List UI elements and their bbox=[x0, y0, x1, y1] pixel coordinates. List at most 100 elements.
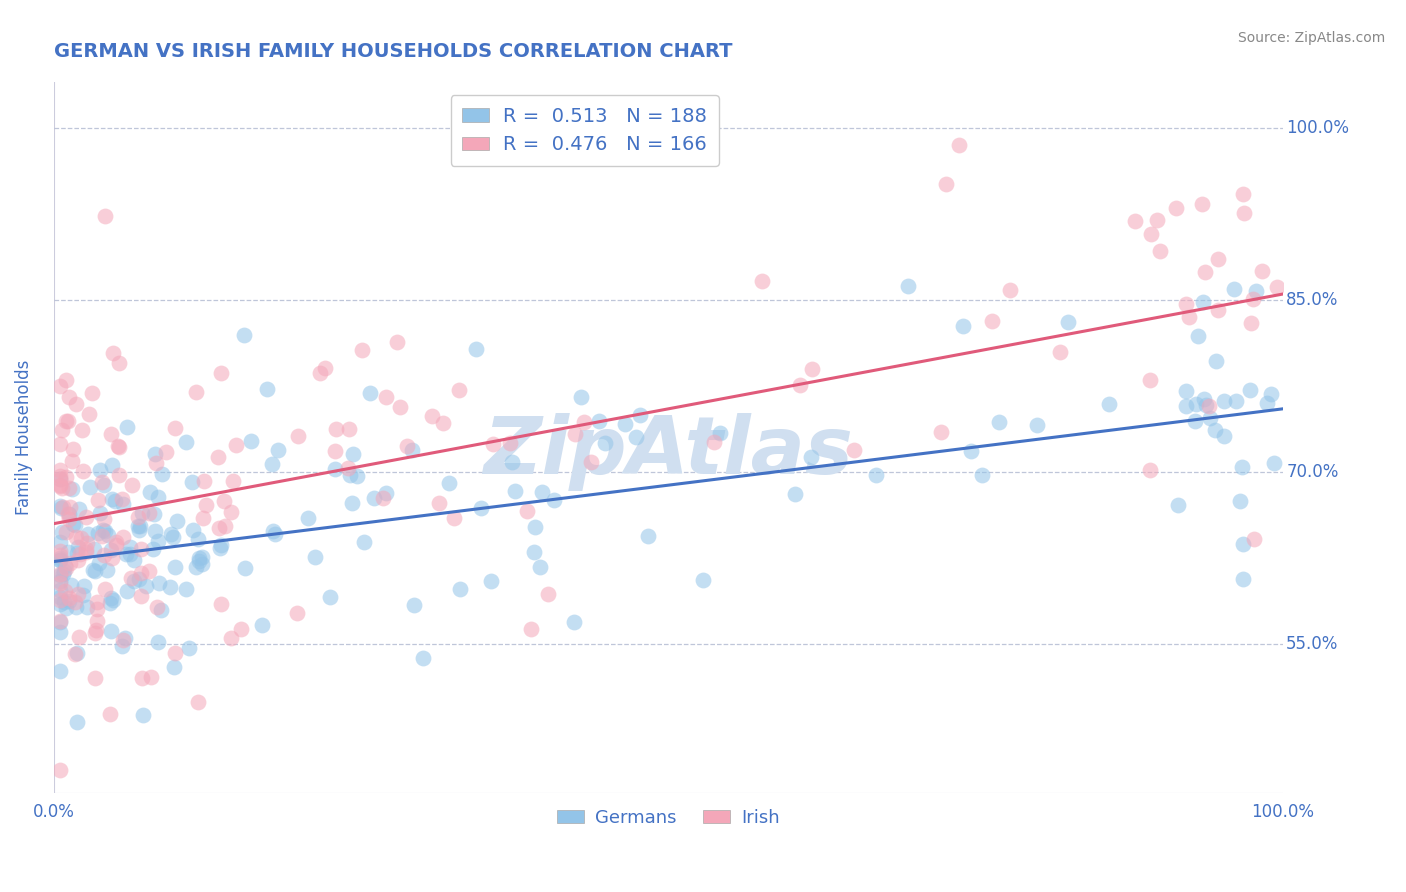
Point bbox=[1222, 282, 1244, 296]
Point bbox=[87, 525, 110, 540]
Point bbox=[1174, 399, 1197, 413]
Point bbox=[304, 549, 326, 564]
Point bbox=[564, 427, 586, 442]
Point bbox=[439, 475, 461, 490]
Point bbox=[1175, 296, 1198, 310]
Point bbox=[1204, 423, 1226, 437]
Point bbox=[260, 457, 283, 471]
Point bbox=[128, 523, 150, 537]
Point bbox=[1177, 310, 1199, 324]
Point bbox=[191, 550, 214, 565]
Point bbox=[83, 541, 105, 556]
Point bbox=[1146, 213, 1168, 227]
Point bbox=[1232, 572, 1254, 586]
Point bbox=[1260, 387, 1282, 401]
Point bbox=[1225, 393, 1247, 408]
Point bbox=[94, 582, 117, 596]
Text: 85.0%: 85.0% bbox=[1286, 291, 1339, 309]
Point bbox=[58, 481, 80, 495]
Point bbox=[233, 561, 256, 575]
Point bbox=[1191, 295, 1213, 310]
Point bbox=[75, 541, 97, 556]
Point bbox=[209, 597, 232, 611]
Point bbox=[1251, 264, 1274, 278]
Point bbox=[935, 177, 957, 191]
Point bbox=[214, 519, 236, 533]
Point bbox=[323, 443, 346, 458]
Point bbox=[108, 467, 131, 482]
Point bbox=[49, 567, 72, 582]
Point bbox=[58, 508, 80, 522]
Point bbox=[479, 574, 502, 588]
Point bbox=[359, 385, 381, 400]
Point bbox=[66, 546, 89, 560]
Point bbox=[262, 524, 284, 538]
Point bbox=[75, 545, 97, 559]
Point bbox=[353, 534, 375, 549]
Point bbox=[87, 556, 110, 570]
Point bbox=[101, 551, 124, 566]
Point bbox=[375, 486, 398, 500]
Point bbox=[93, 512, 115, 526]
Point bbox=[115, 547, 138, 561]
Point bbox=[55, 561, 77, 575]
Point bbox=[523, 545, 546, 559]
Point bbox=[571, 390, 593, 404]
Point bbox=[402, 598, 425, 612]
Point bbox=[195, 498, 218, 512]
Point bbox=[1149, 244, 1171, 258]
Point bbox=[865, 468, 887, 483]
Point bbox=[84, 671, 107, 685]
Point bbox=[160, 527, 183, 541]
Point bbox=[121, 478, 143, 492]
Point bbox=[49, 567, 72, 582]
Point bbox=[1187, 329, 1209, 343]
Point bbox=[94, 524, 117, 539]
Point bbox=[96, 563, 118, 577]
Point bbox=[184, 384, 207, 399]
Point bbox=[374, 390, 396, 404]
Point bbox=[111, 491, 134, 506]
Point bbox=[89, 463, 111, 477]
Point bbox=[314, 361, 336, 376]
Point bbox=[709, 425, 731, 440]
Point bbox=[52, 500, 75, 514]
Point bbox=[229, 622, 252, 636]
Point bbox=[63, 594, 86, 608]
Point bbox=[523, 520, 546, 534]
Point bbox=[1243, 532, 1265, 546]
Point bbox=[637, 529, 659, 543]
Point bbox=[100, 624, 122, 638]
Point bbox=[49, 471, 72, 485]
Point bbox=[55, 372, 77, 386]
Point bbox=[66, 714, 89, 729]
Point bbox=[692, 574, 714, 588]
Point bbox=[163, 646, 186, 660]
Point bbox=[148, 576, 170, 591]
Point bbox=[163, 560, 186, 574]
Point bbox=[49, 478, 72, 492]
Point bbox=[131, 541, 153, 556]
Point bbox=[131, 672, 153, 686]
Point bbox=[143, 524, 166, 539]
Text: 55.0%: 55.0% bbox=[1286, 635, 1339, 653]
Point bbox=[83, 564, 105, 578]
Point bbox=[1240, 316, 1263, 330]
Point bbox=[59, 578, 82, 592]
Point bbox=[93, 478, 115, 492]
Point bbox=[101, 593, 124, 607]
Point bbox=[340, 496, 363, 510]
Point bbox=[208, 521, 231, 535]
Point bbox=[588, 414, 610, 428]
Point bbox=[239, 434, 262, 449]
Point bbox=[948, 138, 970, 153]
Point bbox=[58, 512, 80, 526]
Point bbox=[51, 524, 73, 539]
Point bbox=[297, 511, 319, 525]
Point bbox=[159, 581, 181, 595]
Point bbox=[65, 518, 87, 533]
Point bbox=[49, 552, 72, 566]
Point bbox=[49, 472, 72, 486]
Point bbox=[443, 510, 465, 524]
Point bbox=[59, 500, 82, 514]
